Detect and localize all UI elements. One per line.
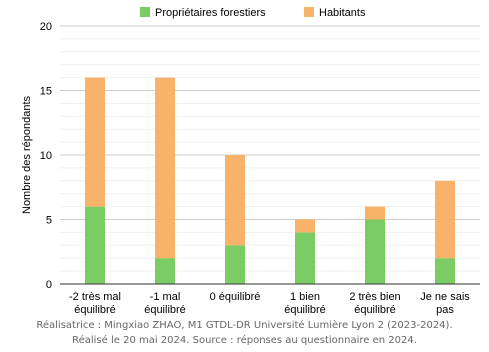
x-tick-label: -1 mal [150, 291, 181, 303]
y-axis-title: Nombre des répondants [21, 95, 33, 214]
bar-habitants-5 [435, 180, 455, 259]
x-tick-label: 1 bien [290, 291, 320, 303]
x-tick-label: 2 très bien [349, 291, 400, 303]
x-tick-label: Je ne sais [420, 291, 470, 303]
bar-proprietaires-0 [85, 206, 105, 284]
bar-habitants-0 [85, 77, 105, 207]
bar-habitants-4 [365, 206, 385, 220]
bar-proprietaires-5 [435, 258, 455, 284]
caption-source: Réalisé le 20 mai 2024. Source : réponse… [72, 335, 417, 346]
y-tick-label: 10 [40, 150, 52, 162]
x-tick-label: pas [436, 304, 454, 316]
y-tick-label: 15 [40, 86, 52, 98]
legend-swatch-habitants [304, 7, 314, 17]
y-tick-label: 5 [46, 215, 52, 227]
legend-label-habitants: Habitants [319, 7, 366, 19]
x-tick-label: -2 très mal [69, 291, 121, 303]
x-tick-label: équilibré [354, 304, 396, 316]
x-tick-label: équilibré [284, 304, 326, 316]
x-tick-label: équilibré [144, 304, 186, 316]
caption-author: Réalisatrice : Mingxiao ZHAO, M1 GTDL-DR… [36, 320, 453, 331]
bar-proprietaires-2 [225, 245, 245, 284]
legend-label-proprietaires: Propriétaires forestiers [155, 7, 266, 19]
bar-habitants-2 [225, 155, 245, 246]
y-tick-label: 20 [40, 21, 52, 33]
legend-swatch-proprietaires [140, 7, 150, 17]
bar-habitants-1 [155, 77, 175, 259]
y-tick-label: 0 [46, 279, 52, 291]
x-tick-label: équilibré [74, 304, 116, 316]
bar-habitants-3 [295, 219, 315, 233]
x-tick-label: 0 équilibré [210, 291, 261, 303]
bar-proprietaires-1 [155, 258, 175, 284]
bar-proprietaires-3 [295, 232, 315, 284]
bar-proprietaires-4 [365, 219, 385, 284]
